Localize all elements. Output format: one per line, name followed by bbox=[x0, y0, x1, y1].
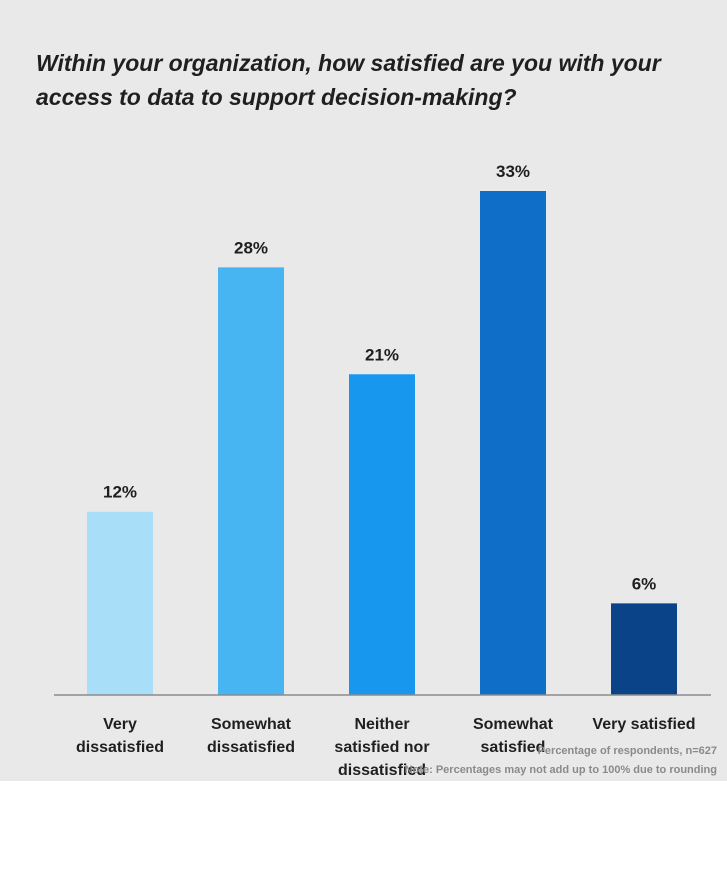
category-label-3-line-1: Neither bbox=[354, 716, 409, 733]
category-label-4-line-1: Somewhat bbox=[473, 716, 554, 733]
bar-3 bbox=[349, 374, 415, 695]
category-label-3-line-3: dissatisfied bbox=[338, 762, 426, 779]
bar-4 bbox=[480, 191, 546, 695]
value-label-3: 21% bbox=[365, 345, 399, 364]
value-label-1: 12% bbox=[103, 483, 137, 502]
value-label-2: 28% bbox=[234, 238, 268, 257]
chart-title: Within your organization, how satisfied … bbox=[36, 50, 661, 110]
bar-1 bbox=[87, 511, 153, 695]
category-label-1-line-1: Very bbox=[103, 716, 137, 733]
category-label-2-line-2: dissatisfied bbox=[207, 739, 295, 756]
value-label-4: 33% bbox=[496, 162, 530, 181]
rounding-note: Note: Percentages may not add up to 100%… bbox=[404, 764, 717, 776]
category-label-5-line-1: Very satisfied bbox=[592, 716, 695, 733]
category-label-4-line-2: satisfied bbox=[481, 739, 546, 756]
respondents-note: Percentage of respondents, n=627 bbox=[537, 745, 717, 757]
category-label-3-line-2: satisfied nor bbox=[334, 739, 429, 756]
category-label-2-line-1: Somewhat bbox=[211, 716, 292, 733]
category-label-1-line-2: dissatisfied bbox=[76, 739, 164, 756]
bar-5 bbox=[611, 603, 677, 695]
bar-2 bbox=[218, 267, 284, 695]
value-label-5: 6% bbox=[632, 574, 657, 593]
